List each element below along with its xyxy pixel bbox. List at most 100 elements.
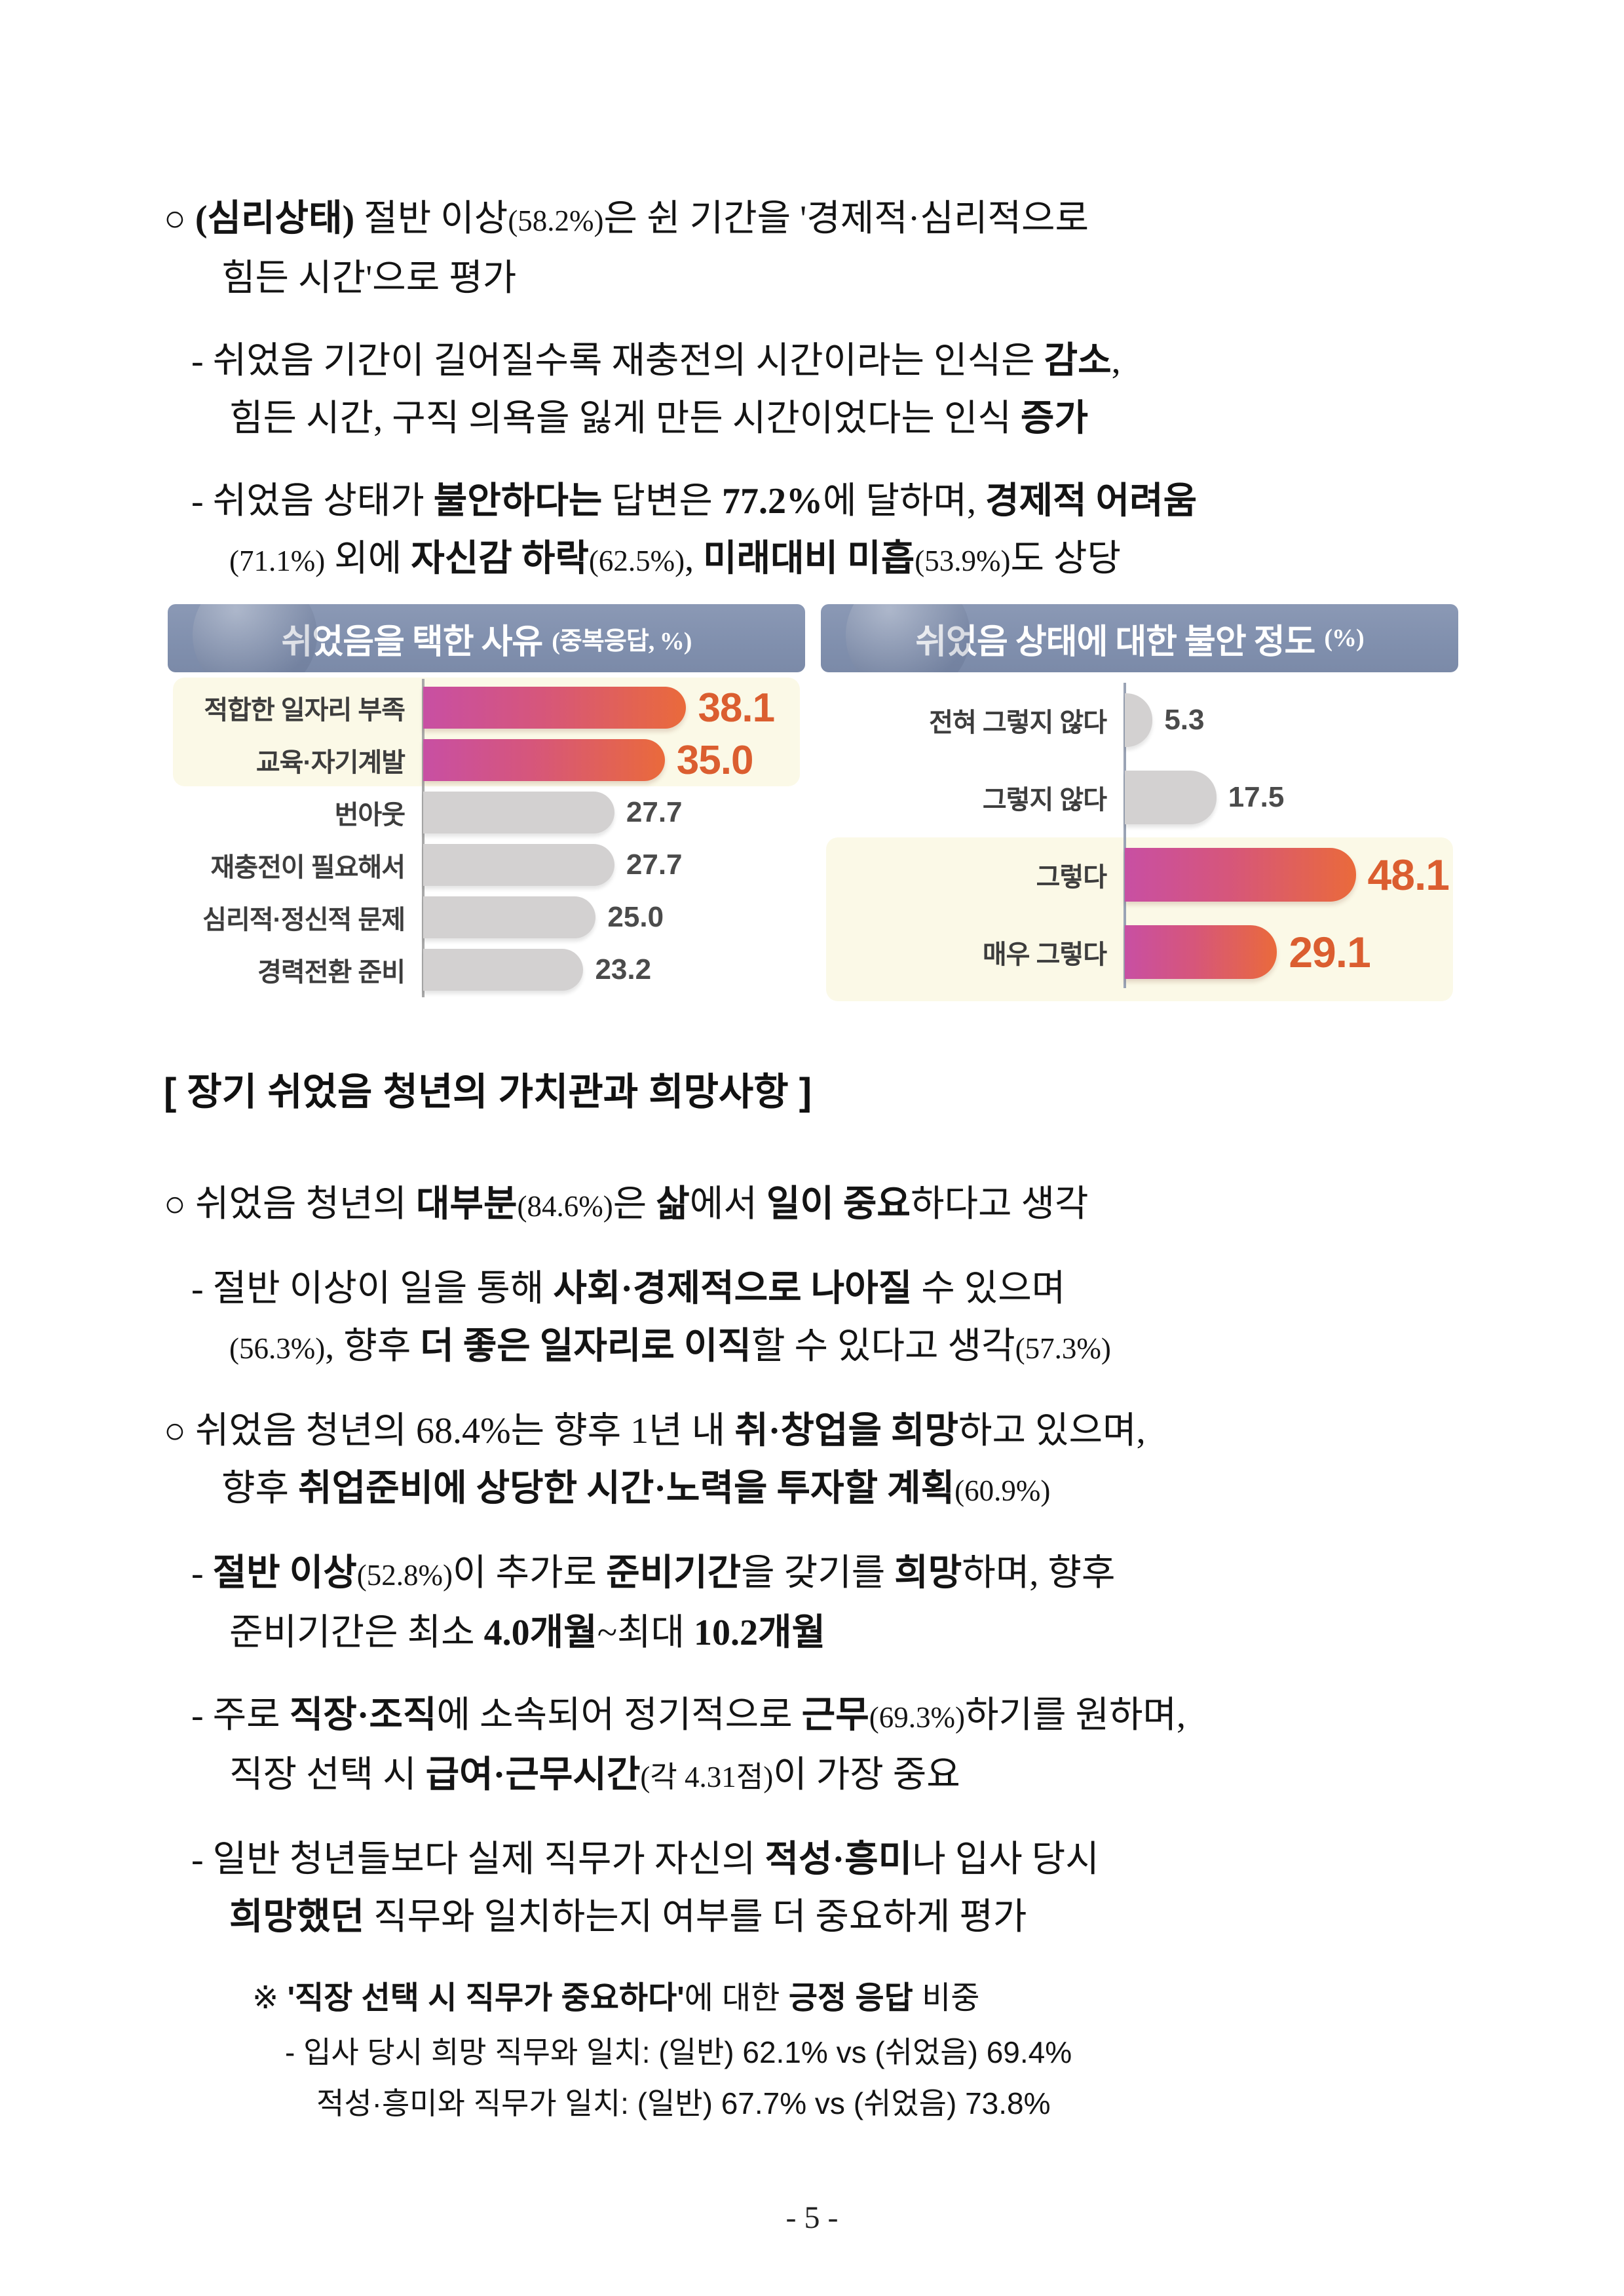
text-run: - 쉬었음 상태가 [191, 481, 434, 522]
value-label: 23.2 [595, 953, 652, 985]
value-label: 48.1 [1367, 851, 1450, 899]
value-label: 27.7 [626, 796, 683, 828]
text-run: - 일반 청년들보다 실제 직무가 자신의 [191, 1839, 765, 1880]
text-run: - 쉬었음 기간이 길어질수록 재충전의 시간이라는 인식은 [191, 341, 1044, 381]
text-run: 하며, 향후 [962, 1553, 1116, 1594]
category-label: 심리적·정신적 문제 [202, 906, 406, 934]
page-content: ○ (심리상태) 절반 이상(58.2%)은 쉰 기간을 '경제적·심리적으로 … [164, 190, 1461, 2127]
stat-52-8: (52.8%) [356, 1559, 453, 1592]
text-run: 희망 [894, 1553, 962, 1594]
bar-track: 5.3 [1125, 693, 1449, 747]
text-run: ○ 쉬었음 청년의 68.4%는 향후 1년 내 [164, 1411, 735, 1451]
text-run: 은 [613, 1184, 656, 1225]
stat-69-3: (69.3%) [869, 1701, 965, 1734]
text-run: 답변은 [602, 481, 722, 522]
bullet-circle-marker: ○ [164, 199, 195, 239]
text-run: 이 가장 중요 [773, 1755, 960, 1795]
stat-62-5: (62.5%) [588, 545, 685, 577]
text-run: 준비기간 [606, 1553, 742, 1594]
text-run: 외에 [325, 539, 411, 579]
text-run: 자신감 하락 [411, 539, 589, 579]
text-run: 나 입사 당시 [912, 1839, 1099, 1880]
dash-improve-line1: - 절반 이상이 일을 통해 사회·경제적으로 나아질 수 있으며 [191, 1260, 1461, 1318]
dash-anxiety-line1: - 쉬었음 상태가 불안하다는 답변은 77.2%에 달하며, 경제적 어려움 [191, 472, 1461, 530]
bar-row: 번아웃 27.7 [177, 786, 796, 839]
text-run: , [685, 539, 704, 579]
text-run: , 향후 [325, 1326, 421, 1367]
chart-reasons-title: 쉬었음을 택한 사유 [281, 623, 544, 661]
reference-mark: ※ [252, 1981, 288, 2016]
category-label: 적합한 일자리 부족 [204, 696, 406, 725]
text-run: 직무와 일치하는지 여부를 더 중요하게 평가 [364, 1897, 1027, 1938]
dash-regular-work-line2: 직장 선택 시 급여·근무시간(각 4.31점)이 가장 중요 [229, 1746, 1461, 1806]
bar-track: 23.2 [423, 949, 796, 991]
text-run: 힘든 시간, 구직 의욕을 잃게 만든 시간이었다는 인식 [229, 398, 1021, 439]
bullet-psych-state-line1: ○ (심리상태) 절반 이상(58.2%)은 쉰 기간을 '경제적·심리적으로 [164, 190, 1461, 250]
text-run: 하기를 원하며, [964, 1695, 1186, 1736]
category-label: 그렇다 [1036, 863, 1107, 892]
stat-4-31-points: (각 4.31점) [640, 1761, 774, 1793]
bar-gray [423, 949, 584, 991]
chart-anxiety-title: 쉬었음 상태에 대한 불안 정도 [915, 623, 1315, 661]
text-run: 향후 [221, 1468, 299, 1509]
text-run: 에서 [689, 1184, 766, 1225]
bar-row: 심리적·정신적 문제 25.0 [177, 891, 796, 944]
chart-reasons-panel: 쉬었음을 택한 사유 (중복응답, %) 적합한 일자리 부족 38.1 교육·… [168, 604, 805, 1003]
text-run: 에 달하며, [822, 481, 986, 522]
text-run: 할 수 있다고 생각 [751, 1326, 1015, 1367]
stat-84-6: (84.6%) [517, 1190, 613, 1223]
dash-recharge-line2: 힘든 시간, 구직 의욕을 잃게 만든 시간이었다는 인식 증가 [229, 390, 1461, 448]
chart-reasons-plot: 적합한 일자리 부족 38.1 교육·자기계발 35.0 번아웃 27.7 재충… [168, 672, 805, 1003]
page-number: - 5 - [785, 2200, 839, 2235]
text-run: 불안하다는 [433, 481, 603, 522]
subnote-match-hoped-job: - 입사 당시 희망 직무와 일치: (일반) 62.1% vs (쉬었음) 6… [285, 2035, 1072, 2069]
text-run: ~최대 [597, 1613, 694, 1653]
text-run: 비중 [913, 1981, 980, 2016]
bar-row: 전혀 그렇지 않다 5.3 [830, 681, 1449, 759]
bar-row: 교육·자기계발 35.0 [177, 734, 796, 786]
text-run: 삶 [656, 1184, 690, 1225]
stat-4-0-months: 4.0개월 [483, 1613, 597, 1653]
dash-regular-work-line1: - 주로 직장·조직에 소속되어 정기적으로 근무(69.3%)하기를 원하며, [191, 1687, 1461, 1746]
text-run: ○ 쉬었음 청년의 [164, 1184, 416, 1225]
bullet-psych-state-line2: 힘든 시간'으로 평가 [221, 250, 1461, 307]
subnote-match-aptitude: 적성·흥미와 직무가 일치: (일반) 67.7% vs (쉬었음) 73.8% [316, 2086, 1051, 2120]
bar-row: 그렇다 48.1 [830, 836, 1450, 913]
dash-aptitude-line2: 희망했던 직무와 일치하는지 여부를 더 중요하게 평가 [229, 1888, 1461, 1946]
text-run: 적성·흥미 [765, 1839, 913, 1880]
bar-row: 적합한 일자리 부족 38.1 [177, 681, 796, 734]
text-run: 더 좋은 일자리로 이직 [420, 1326, 751, 1367]
text-run: 희망했던 [229, 1897, 365, 1938]
category-label: 전혀 그렇지 않다 [929, 708, 1107, 737]
value-label: 5.3 [1164, 704, 1205, 736]
text-run: 감소 [1044, 341, 1112, 381]
bar-row: 재충전이 필요해서 27.7 [177, 839, 796, 891]
bar-track: 27.7 [423, 844, 796, 886]
chart-reasons-units: (중복응답, %) [552, 627, 692, 655]
bar-track: 38.1 [423, 685, 796, 731]
text-run: 이 추가로 [452, 1553, 607, 1594]
value-label: 35.0 [676, 737, 754, 783]
text-run: 사회·경제적으로 나아질 [553, 1269, 913, 1309]
bar-highlight [423, 739, 665, 781]
bullet-work-important: ○ 쉬었음 청년의 대부분(84.6%)은 삶에서 일이 중요하다고 생각 [164, 1176, 1461, 1235]
text-run: 직장 선택 시 [229, 1755, 426, 1795]
bar-row: 그렇지 않다 17.5 [830, 759, 1449, 836]
dash-improve-line2: (56.3%), 향후 더 좋은 일자리로 이직할 수 있다고 생각(57.3%… [229, 1318, 1461, 1377]
value-label: 25.0 [607, 901, 664, 933]
stat-58-2: (58.2%) [508, 204, 604, 237]
bar-track: 35.0 [423, 737, 796, 784]
text-run: 수 있으며 [912, 1269, 1066, 1309]
dash-recharge-line1: - 쉬었음 기간이 길어질수록 재충전의 시간이라는 인식은 감소, [191, 332, 1461, 390]
stat-77-2: 77.2% [721, 481, 823, 522]
bar-track: 27.7 [423, 792, 796, 833]
text-run: - [191, 1553, 213, 1594]
text-run: 증가 [1020, 398, 1088, 439]
bar-gray [423, 896, 596, 938]
text-run: 긍정 응답 [788, 1981, 913, 2016]
value-label: 17.5 [1228, 781, 1285, 813]
text-run: 취·창업을 희망 [734, 1411, 958, 1451]
axis-line [422, 679, 425, 997]
bullet-employment-hope-line2: 향후 취업준비에 상당한 시간·노력을 투자할 계획(60.9%) [221, 1460, 1461, 1520]
stat-56-3: (56.3%) [229, 1332, 326, 1365]
